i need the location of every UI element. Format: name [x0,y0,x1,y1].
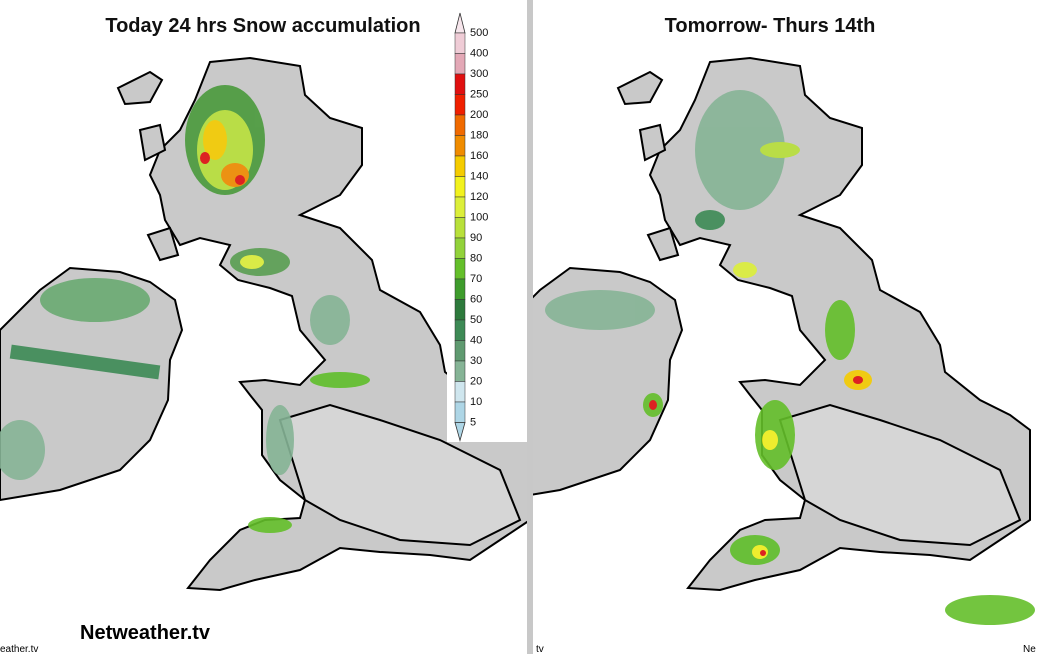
colorbar-arrow [454,422,466,442]
corner-credit: Ne [1023,644,1036,654]
colorbar-swatch [454,217,466,239]
right-title: Tomorrow- Thurs 14th [665,15,876,37]
legend-label: 80 [470,252,482,264]
colorbar-swatch [454,176,466,198]
right-map [533,57,1035,625]
legend-label: 20 [470,375,482,387]
legend-label: 300 [470,68,488,80]
colorbar-swatch [454,94,466,116]
legend-label: 160 [470,150,488,162]
small-credit: tv [536,644,544,654]
legend-label: 500 [470,27,488,39]
legend-label: 50 [470,314,482,326]
legend-label: 120 [470,191,488,203]
legend-label: 30 [470,355,482,367]
small-credit: eather.tv [0,644,38,654]
colorbar: 500 400 300 250 200 180 160 140 120 100 90 80 70 60 50… [447,10,527,442]
colorbar-swatch [454,360,466,382]
legend-label: 250 [470,88,488,100]
colorbar-swatch [454,340,466,362]
colorbar-swatch [454,73,466,95]
colorbar-swatch [454,237,466,259]
watermark: Netweather.tv [80,622,211,644]
left-map [0,57,527,591]
colorbar-swatch [454,381,466,403]
colorbar-swatch [454,53,466,75]
colorbar-swatch [454,278,466,300]
legend-label: 180 [470,129,488,141]
legend-label: 10 [470,396,482,408]
divider [527,0,533,654]
colorbar-swatch [454,155,466,177]
colorbar-swatch [454,258,466,280]
legend-label: 100 [470,211,488,223]
legend-label: 60 [470,293,482,305]
colorbar-swatch [454,135,466,157]
legend-label: 40 [470,334,482,346]
colorbar-swatch [454,319,466,341]
legend-label: 90 [470,232,482,244]
legend-label: 140 [470,170,488,182]
colorbar-swatch [454,32,466,54]
colorbar-swatch [454,196,466,218]
legend-label: 5 [470,416,476,428]
left-title: Today 24 hrs Snow accumulation [105,15,420,37]
colorbar-swatch [454,114,466,136]
colorbar-swatch [454,401,466,423]
legend-label: 70 [470,273,482,285]
legend-label: 200 [470,109,488,121]
legend-label: 400 [470,47,488,59]
colorbar-swatch [454,299,466,321]
